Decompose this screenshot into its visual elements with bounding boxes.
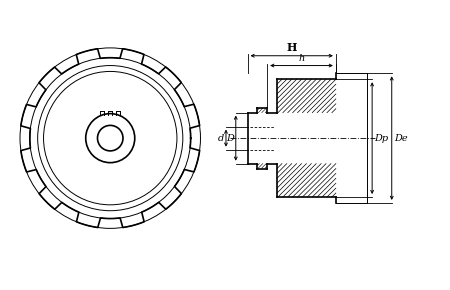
Text: h: h: [298, 54, 305, 63]
Text: Dp: Dp: [374, 134, 388, 143]
Text: D: D: [226, 134, 234, 143]
Text: De: De: [394, 134, 407, 143]
Text: H: H: [287, 42, 297, 53]
Text: d: d: [218, 134, 224, 143]
